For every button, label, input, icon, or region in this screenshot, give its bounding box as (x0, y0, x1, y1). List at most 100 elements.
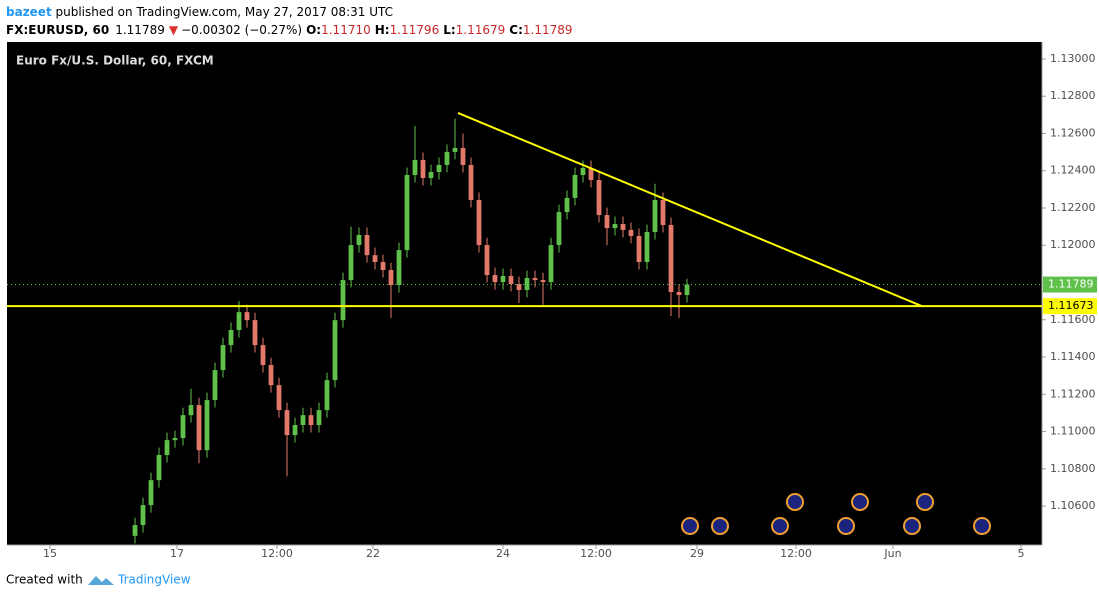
support-label: 1.11673 (1048, 299, 1094, 312)
candle-body (564, 197, 570, 213)
candle-body (620, 224, 626, 230)
candle-body (412, 159, 418, 176)
candle-body (228, 330, 234, 346)
y-tick-label: 1.10600 (1050, 499, 1096, 512)
candle-body (644, 232, 650, 263)
candle-body (332, 320, 338, 381)
candle-body (460, 148, 466, 165)
candle-body (348, 245, 354, 281)
plot-area (7, 42, 1042, 545)
candle-body (292, 425, 298, 436)
candle-body (588, 167, 594, 181)
y-tick-label: 1.12400 (1050, 164, 1096, 177)
c: 1.11789 (523, 23, 573, 37)
y-tick-label: 1.11200 (1050, 387, 1096, 400)
candle-body (428, 172, 434, 178)
change: −0.00302 (−0.27%) (181, 23, 302, 37)
candle-body (404, 175, 410, 251)
x-tick-label: Jun (883, 547, 901, 560)
candle-body (668, 224, 674, 293)
candle-body (300, 415, 306, 426)
candle-body (156, 455, 162, 481)
candle-body (572, 175, 578, 198)
candle-body (500, 275, 506, 283)
candle-body (444, 151, 450, 165)
candle-body (612, 224, 618, 229)
candle-body (164, 440, 170, 456)
candle-body (420, 159, 426, 178)
candle-body (364, 235, 370, 256)
candle-body (132, 525, 138, 536)
candle-body (524, 278, 530, 290)
candle-body (372, 255, 378, 263)
o: 1.11710 (321, 23, 371, 37)
candle-body (204, 400, 210, 451)
last-price-box (1043, 276, 1097, 293)
candle-body (388, 270, 394, 286)
candle-body (684, 284, 690, 295)
candle-body (276, 385, 282, 411)
l-label: L: (443, 23, 455, 37)
candle-body (604, 215, 610, 229)
x-tick-label: 12:00 (580, 547, 612, 560)
candle-body (436, 164, 442, 173)
candle-body (284, 410, 290, 436)
candle-body (476, 199, 482, 246)
candle-body (484, 245, 490, 276)
logo (88, 576, 114, 585)
x-tick-label: 29 (690, 547, 704, 560)
y-tick-label: 1.12600 (1050, 126, 1096, 139)
candle-body (556, 212, 562, 246)
footer-brand[interactable]: TradingView (117, 573, 191, 587)
candle-body (548, 245, 554, 283)
x-tick-label: 12:00 (261, 547, 293, 560)
last: 1.11789 (115, 23, 165, 37)
x-tick-label: 12:00 (780, 547, 812, 560)
candle-body (244, 312, 250, 321)
x-tick-label: 5 (1018, 547, 1025, 560)
o-label: O: (306, 23, 321, 37)
candle-body (324, 380, 330, 411)
footer-created: Created with (6, 573, 83, 587)
trend-line (457, 112, 923, 308)
candle-body (532, 278, 538, 281)
x-tick-label: 22 (366, 547, 380, 560)
candle-body (236, 312, 242, 331)
candle-body (212, 370, 218, 401)
candle-body (260, 345, 266, 366)
h-label: H: (375, 23, 390, 37)
candle-body (508, 275, 514, 284)
candle-body (340, 280, 346, 321)
y-tick-label: 1.11400 (1050, 350, 1096, 363)
candle-body (516, 283, 522, 290)
y-tick-label: 1.12000 (1050, 238, 1096, 251)
y-tick-label: 1.13000 (1050, 52, 1096, 65)
author[interactable]: bazeet (6, 5, 52, 19)
candle-body (188, 405, 194, 416)
chart-title: Euro Fx/U.S. Dollar, 60, FXCM (16, 54, 214, 68)
candle-body (492, 275, 498, 283)
symbol: FX:EURUSD, 60 (6, 23, 109, 37)
y-tick-label: 1.11000 (1050, 425, 1096, 438)
candle-body (172, 438, 178, 441)
candle-body (452, 148, 458, 152)
candle-body (636, 235, 642, 263)
candle-body (396, 250, 402, 286)
candle-body (140, 505, 146, 526)
candle-body (652, 199, 658, 233)
candle-body (252, 320, 258, 346)
published: published on TradingView.com, May 27, 20… (52, 5, 393, 19)
last-price-label: 1.11789 (1048, 278, 1094, 291)
y-tick-label: 1.12200 (1050, 201, 1096, 214)
candle-body (268, 365, 274, 386)
x-tick-label: 15 (43, 547, 57, 560)
y-tick-label: 1.11600 (1050, 313, 1096, 326)
candle-body (660, 199, 666, 225)
l: 1.11679 (456, 23, 506, 37)
support-box (1043, 298, 1097, 315)
y-tick-label: 1.10800 (1050, 462, 1096, 475)
candle-body (676, 292, 682, 295)
candle-body (628, 229, 634, 236)
x-tick-label: 17 (170, 547, 184, 560)
